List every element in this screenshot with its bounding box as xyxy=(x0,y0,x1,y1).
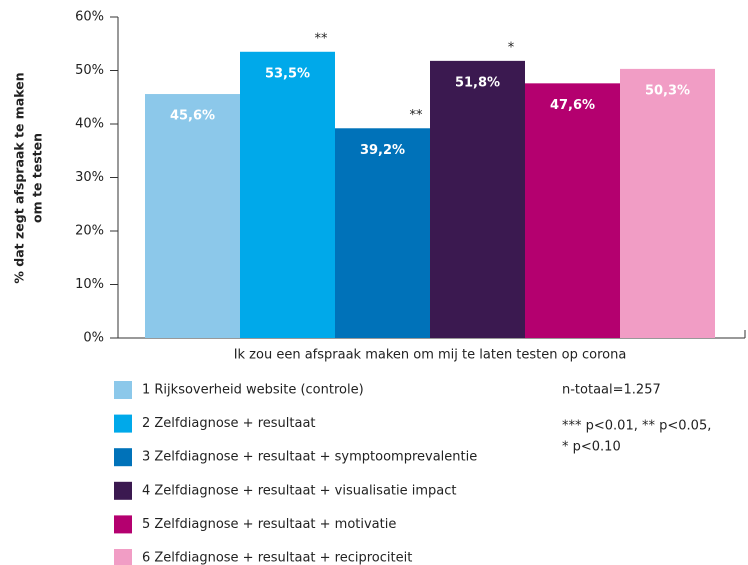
y-tick-label: 10% xyxy=(75,277,104,292)
bar xyxy=(145,94,240,338)
bar xyxy=(525,83,620,338)
x-category-label: Ik zou een afspraak maken om mij te late… xyxy=(234,348,627,363)
value-label: 50,3% xyxy=(645,83,690,98)
significance-marker: * xyxy=(508,40,515,55)
y-axis-title-line: % dat zegt afspraak te maken xyxy=(12,72,27,283)
value-label: 47,6% xyxy=(550,98,595,113)
note: * p<0.10 xyxy=(562,440,621,455)
y-axis-title: % dat zegt afspraak te maken om te teste… xyxy=(12,72,45,283)
legend-label: 5 Zelfdiagnose + resultaat + motivatie xyxy=(142,517,396,532)
y-tick-label: 60% xyxy=(75,10,104,25)
bar xyxy=(240,51,335,339)
legend-label: 1 Rijksoverheid website (controle) xyxy=(142,383,364,398)
value-label: 51,8% xyxy=(455,75,500,90)
legend-swatch xyxy=(114,448,132,467)
note: *** p<0.01, ** p<0.05, xyxy=(562,419,711,434)
legend-swatch xyxy=(114,515,132,534)
y-tick-label: 30% xyxy=(75,170,104,185)
value-label: 45,6% xyxy=(170,109,215,124)
bar xyxy=(430,60,525,339)
y-tick-label: 0% xyxy=(83,331,104,346)
bar xyxy=(335,128,430,338)
note: n-totaal=1.257 xyxy=(562,383,661,398)
y-axis-title-line: om te testen xyxy=(30,133,45,223)
legend-label: 6 Zelfdiagnose + resultaat + reciprocite… xyxy=(142,551,412,565)
y-tick-label: 50% xyxy=(75,63,104,78)
value-label: 53,5% xyxy=(265,66,310,81)
legend-swatch xyxy=(114,481,132,500)
bar xyxy=(620,68,715,339)
legend-label: 2 Zelfdiagnose + resultaat xyxy=(142,416,316,431)
y-tick-label: 40% xyxy=(75,117,104,132)
legend-label: 4 Zelfdiagnose + resultaat + visualisati… xyxy=(142,483,457,498)
y-tick-label: 20% xyxy=(75,224,104,239)
legend-swatch xyxy=(114,549,132,565)
significance-marker: ** xyxy=(315,31,329,46)
legend-label: 3 Zelfdiagnose + resultaat + symptoompre… xyxy=(142,450,477,465)
legend-swatch xyxy=(114,414,132,433)
value-label: 39,2% xyxy=(360,143,405,158)
significance-marker: ** xyxy=(410,108,424,123)
legend-swatch xyxy=(114,381,132,399)
